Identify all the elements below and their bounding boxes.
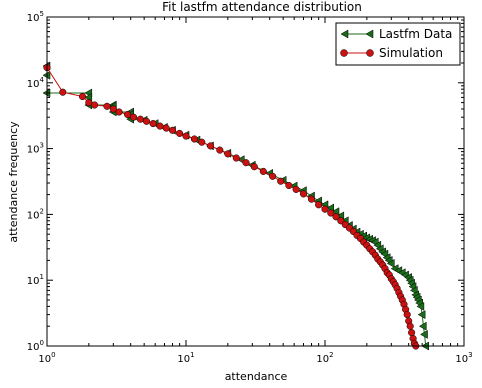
data-point: [292, 185, 300, 193]
data-point: [130, 113, 138, 121]
data-point: [250, 163, 258, 171]
plot-layer: [42, 61, 429, 351]
data-point: [136, 115, 144, 123]
data-point: [327, 209, 335, 217]
data-point: [198, 138, 206, 146]
data-point: [418, 321, 427, 331]
data-point: [332, 213, 340, 221]
data-point: [168, 126, 177, 134]
data-point: [156, 122, 164, 130]
data-point: [124, 110, 132, 119]
data-point: [417, 310, 426, 320]
data-point: [224, 150, 232, 158]
data-point: [190, 135, 198, 143]
legend-label-simulation: Simulation: [379, 46, 443, 60]
legend-marker-lastfm: [340, 29, 349, 39]
data-point: [259, 167, 267, 175]
data-point: [91, 101, 99, 109]
data-point: [277, 177, 285, 185]
tick-label: 100: [27, 339, 44, 353]
series-line-0: [46, 66, 427, 347]
legend: Lastfm Data Simulation: [335, 22, 461, 66]
data-point: [103, 102, 111, 110]
tick-label: 101: [27, 273, 44, 287]
data-point: [408, 329, 416, 337]
data-point: [403, 311, 411, 319]
series-1: [43, 64, 420, 350]
data-point: [162, 124, 170, 132]
series-line-1: [46, 67, 417, 347]
tick-label: 100: [38, 351, 55, 365]
data-point: [242, 159, 250, 167]
data-point: [176, 129, 184, 137]
data-point: [285, 181, 293, 190]
data-point: [149, 120, 157, 128]
data-point: [182, 132, 190, 140]
chart-title: Fit lastfm attendance distribution: [162, 0, 362, 14]
legend-marker-simulation-2: [366, 49, 374, 57]
data-point: [321, 205, 329, 213]
data-point: [386, 258, 395, 268]
data-point: [115, 108, 123, 116]
data-point: [416, 301, 425, 311]
legend-marker-lastfm-2: [365, 29, 374, 39]
data-point: [406, 322, 414, 330]
tick-label: 103: [27, 142, 44, 156]
tick-label: 102: [316, 351, 333, 365]
data-point: [232, 154, 240, 162]
data-point: [142, 117, 151, 125]
data-point: [420, 329, 428, 339]
tick-label: 105: [27, 10, 44, 24]
data-point: [216, 146, 224, 154]
tick-label: 104: [27, 76, 45, 90]
data-point: [59, 88, 67, 96]
data-point: [307, 195, 316, 203]
legend-box: [335, 22, 461, 66]
tick-label: 103: [455, 351, 472, 365]
x-axis-label: attendance: [225, 370, 288, 383]
data-point: [269, 172, 277, 180]
plot-frame: [46, 16, 465, 347]
data-point: [206, 142, 215, 150]
data-point: [315, 201, 323, 209]
legend-marker-simulation: [340, 49, 348, 57]
tick-label: 102: [27, 207, 44, 221]
data-point: [299, 190, 308, 198]
tick-label: 101: [177, 351, 194, 365]
data-point: [337, 217, 345, 225]
data-point: [109, 105, 117, 113]
y-axis-label: attendance frequency: [7, 121, 20, 243]
legend-label-lastfm: Lastfm Data: [379, 27, 452, 41]
data-point: [78, 92, 87, 101]
